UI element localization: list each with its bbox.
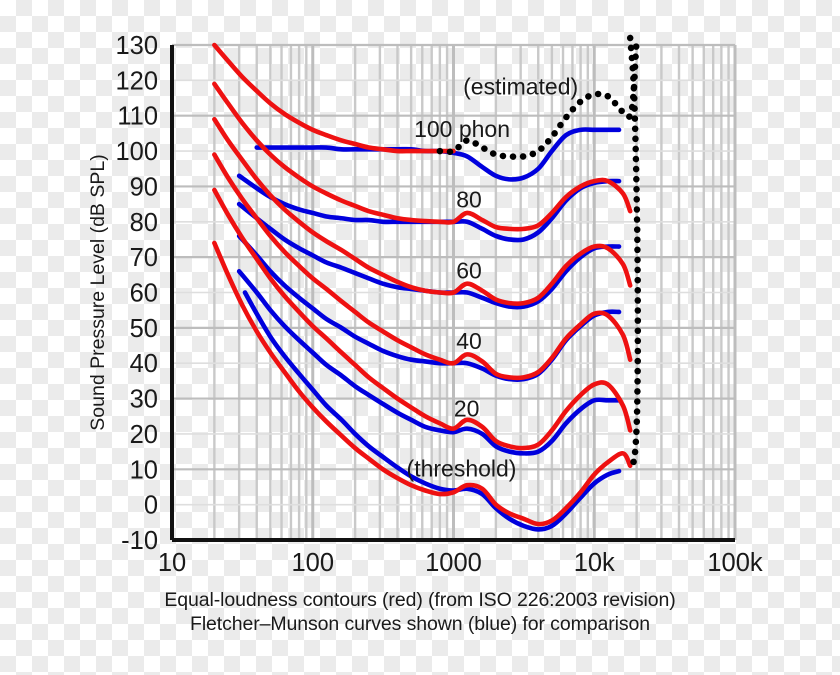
y-axis-title: Sound Pressure Level (dB SPL) <box>87 154 109 430</box>
y-tick-label: 10 <box>130 456 158 484</box>
data-series-line <box>436 34 640 161</box>
y-tick-label: 120 <box>115 67 158 95</box>
curve-label: 100 phon <box>414 116 510 142</box>
curve-label: 60 <box>456 257 482 283</box>
curve-label: 20 <box>454 395 480 421</box>
curve-label: (threshold) <box>407 455 517 481</box>
y-axis-tick-labels: -10 0 10 20 30 40 50 60 70 80 90 100 110 120 130 <box>115 32 158 555</box>
y-tick-label: 50 <box>130 315 158 343</box>
curve-label: 80 <box>456 187 482 213</box>
y-tick-label: 80 <box>130 209 158 237</box>
x-tick-label: 10k <box>574 549 615 577</box>
y-axis-label: Sound Pressure Level (dB SPL) <box>87 154 109 430</box>
y-tick-label: 40 <box>130 350 158 378</box>
curve-label: (estimated) <box>463 74 578 100</box>
data-series-line <box>236 268 622 456</box>
y-tick-label: 0 <box>144 492 158 520</box>
data-series-line <box>212 240 633 527</box>
y-tick-label: 90 <box>130 173 158 201</box>
x-tick-label: 10 <box>158 549 186 577</box>
x-tick-label: 1000 <box>425 549 482 577</box>
data-series-line <box>626 34 642 470</box>
data-series-line <box>212 81 633 232</box>
data-series-line <box>212 187 633 451</box>
y-tick-label: 130 <box>115 32 158 60</box>
y-tick-label: 30 <box>130 386 158 414</box>
data-series-line <box>242 290 622 532</box>
curve-annotations: (estimated) 100 phon 80 60 40 20 (threshold) <box>407 74 579 482</box>
caption-line-2: Fletcher–Munson curves shown (blue) for … <box>190 613 650 635</box>
x-tick-label: 100 <box>291 549 334 577</box>
y-tick-label: 60 <box>130 280 158 308</box>
caption-line-1: Equal-loudness contours (red) (from ISO … <box>164 589 676 611</box>
y-tick-label: -10 <box>121 527 158 555</box>
axis-lines <box>170 45 735 542</box>
x-axis-tick-labels: 10 100 1000 10k 100k <box>158 549 763 577</box>
y-tick-label: 100 <box>115 138 158 166</box>
data-series-layer <box>212 34 642 532</box>
x-tick-label: 100k <box>707 549 763 577</box>
y-tick-label: 20 <box>130 421 158 449</box>
data-series-line <box>212 116 633 306</box>
y-tick-label: 70 <box>130 244 158 272</box>
y-tick-label: 110 <box>117 103 158 131</box>
data-series-line <box>212 152 633 381</box>
data-series-line <box>212 42 456 154</box>
curve-label: 40 <box>456 328 482 354</box>
